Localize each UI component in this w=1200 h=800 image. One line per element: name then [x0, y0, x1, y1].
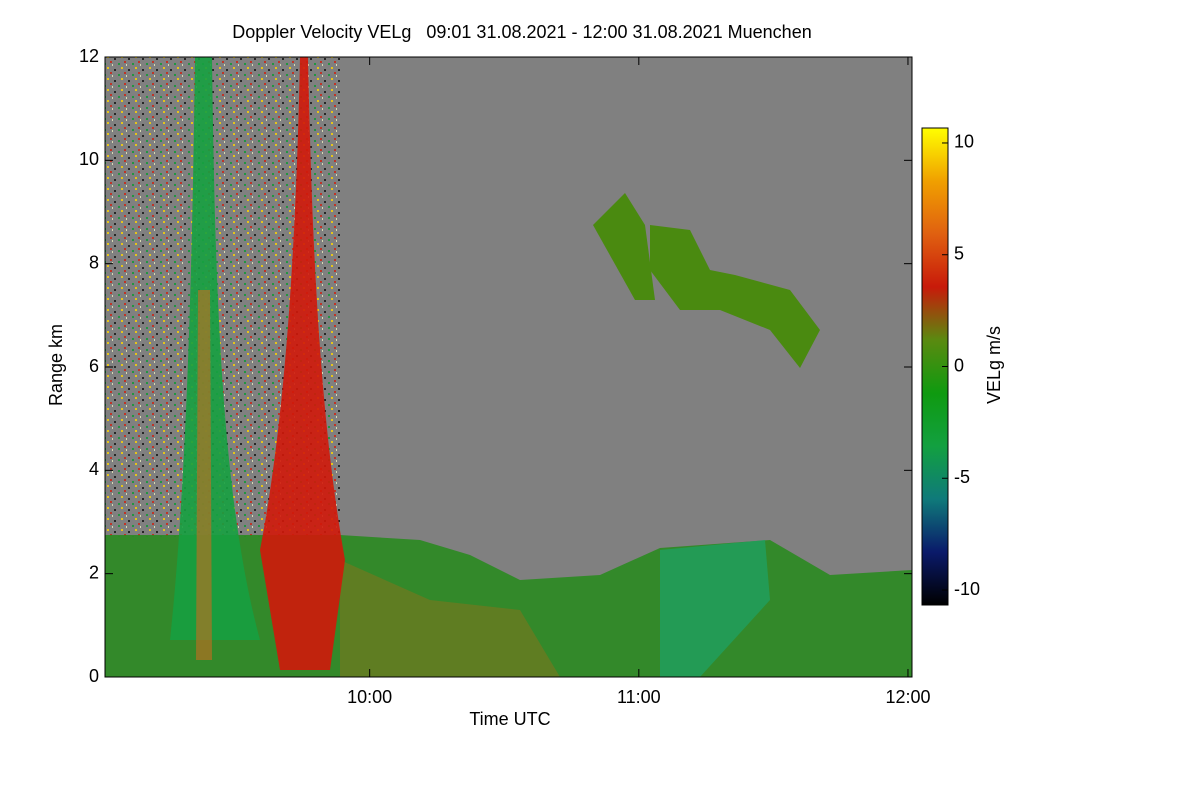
- x-tick-label: 11:00: [617, 687, 661, 707]
- colorbar-tick-label: -10: [954, 579, 980, 599]
- cloud: [650, 225, 820, 368]
- field: [105, 57, 912, 677]
- x-axis-label: Time UTC: [469, 709, 550, 729]
- colorbar-label: VELg m/s: [984, 326, 1004, 404]
- x-tick-label: 10:00: [347, 687, 392, 707]
- boundary-layer: [340, 560, 560, 677]
- y-tick-label: 2: [89, 562, 99, 582]
- chart-title: Doppler Velocity VELg 09:01 31.08.2021 -…: [232, 22, 811, 42]
- colorbar-tick-label: 0: [954, 355, 964, 375]
- cloud: [593, 193, 655, 300]
- y-tick-label: 0: [89, 666, 99, 686]
- y-tick-label: 8: [89, 252, 99, 272]
- y-tick-label: 4: [89, 459, 99, 479]
- boundary-layer: [660, 540, 770, 677]
- plume: [260, 57, 345, 670]
- y-tick-label: 10: [79, 149, 99, 169]
- y-axis-label: Range km: [46, 324, 66, 406]
- colorbar-tick-label: 5: [954, 243, 964, 263]
- x-tick-label: 12:00: [885, 687, 930, 707]
- y-tick-label: 12: [79, 46, 99, 66]
- y-tick-label: 6: [89, 356, 99, 376]
- colorbar-tick-label: -5: [954, 467, 970, 487]
- plume: [196, 290, 212, 660]
- colorbar-tick-label: 10: [954, 132, 974, 152]
- plume: [170, 57, 260, 640]
